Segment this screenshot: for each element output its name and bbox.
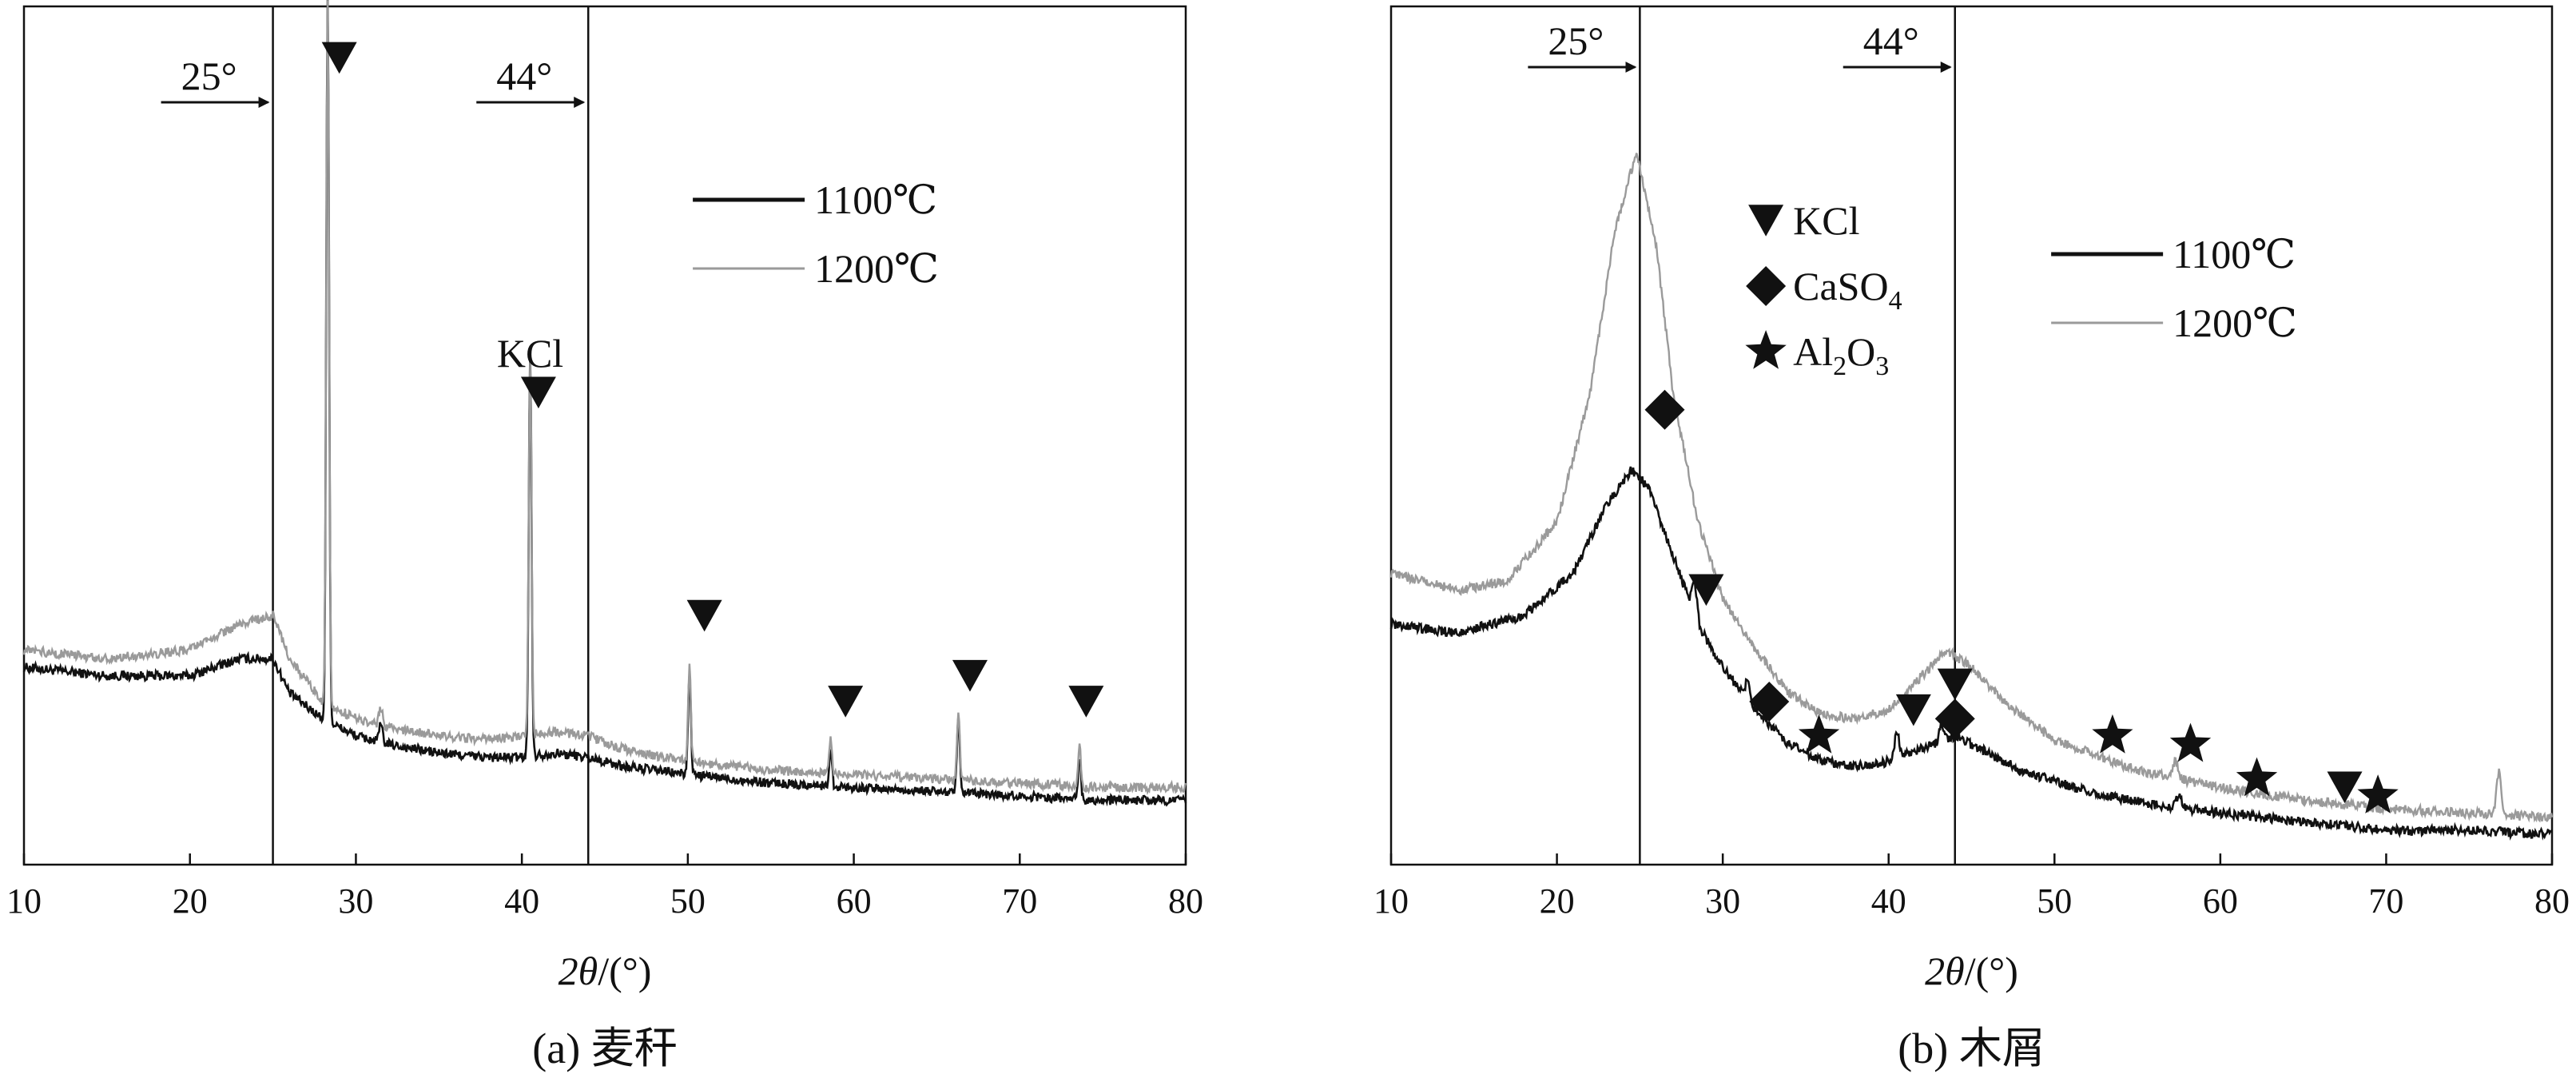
reference-label-25: 25° [1548,18,1604,63]
x-tick-label: 40 [1871,881,1906,921]
reference-label-44: 44° [1863,18,1919,63]
plot-frame [1389,5,2554,866]
x-tick-label: 40 [504,881,539,921]
x-tick-label: 80 [1168,881,1203,921]
panel-a-wheat-straw: 10 20 30 40 50 60 70 80 2θ/(°) (a) 麦秆 25° 44° KCl 110… [6,0,1203,1072]
phase-legend-label: Al2O3 [1793,329,1889,381]
x-tick-label: 60 [2203,881,2238,921]
x-tick-label: 20 [1540,881,1575,921]
marker-KCl-down-triangle [321,42,357,74]
series-line-1100℃ [1389,466,2554,841]
marker-KCl-down-triangle [952,659,988,692]
legend-label: 1200℃ [2173,300,2297,345]
marker-KCl-down-triangle [1895,694,1931,726]
marker-CaSO4-diamond [1644,389,1685,430]
x-axis-label: 2θ/(°) [559,949,652,993]
x-tick-label: 10 [1373,881,1409,921]
legend-label: 1100℃ [814,177,937,222]
x-tick-label: 60 [837,881,872,921]
x-tick-label: 30 [1705,881,1740,921]
marker-KCl-down-triangle [520,376,556,409]
panel-b-sawdust: 10 20 30 40 50 60 70 80 2θ/(°) (b) 木屑 25° 44° 1100℃ 1… [1373,5,2570,1072]
marker-CaSO4-diamond [1749,681,1790,722]
marker-KCl-down-triangle [1068,686,1104,718]
legend-label: 1100℃ [2173,232,2296,276]
series-line-1200℃ [22,0,1187,796]
phase-legend-symbol-diamond [1746,266,1787,306]
marker-KCl-down-triangle [686,599,722,632]
phase-legend-label: CaSO4 [1793,264,1902,316]
x-tick-label: 50 [2037,881,2072,921]
x-tick-label: 30 [338,881,373,921]
reference-label-44: 44° [496,54,552,98]
x-tick-label: 70 [1002,881,1037,921]
panel-caption: (a) 麦秆 [532,1024,677,1072]
x-tick-label: 10 [6,881,42,921]
x-tick-label: 70 [2368,881,2403,921]
marker-Al2O3-star [2236,757,2278,797]
marker-CaSO4-diamond [1934,698,1975,739]
annotation-label: KCl [497,331,563,376]
marker-KCl-down-triangle [1937,668,1973,701]
x-tick-label: 80 [2534,881,2570,921]
marker-KCl-down-triangle [1688,574,1724,607]
plot-frame [22,5,1187,866]
x-axis-label: 2θ/(°) [1925,949,2018,993]
marker-Al2O3-star [2092,714,2133,754]
x-tick-label: 20 [173,881,208,921]
phase-legend-symbol-down-triangle [1748,205,1784,237]
marker-KCl-down-triangle [2327,771,2363,804]
marker-Al2O3-star [2357,774,2399,814]
marker-Al2O3-star [1798,714,1840,754]
legend-label: 1200℃ [814,246,939,291]
series-line-1100℃ [22,0,1187,807]
reference-label-25: 25° [181,54,237,98]
x-tick-label: 50 [670,881,706,921]
phase-legend-symbol-star [1745,330,1787,369]
phase-legend-label: KCl [1793,198,1859,243]
marker-Al2O3-star [2169,722,2212,762]
marker-KCl-down-triangle [828,686,864,718]
series-line-1200℃ [1389,153,2554,823]
panel-caption: (b) 木屑 [1898,1024,2045,1072]
